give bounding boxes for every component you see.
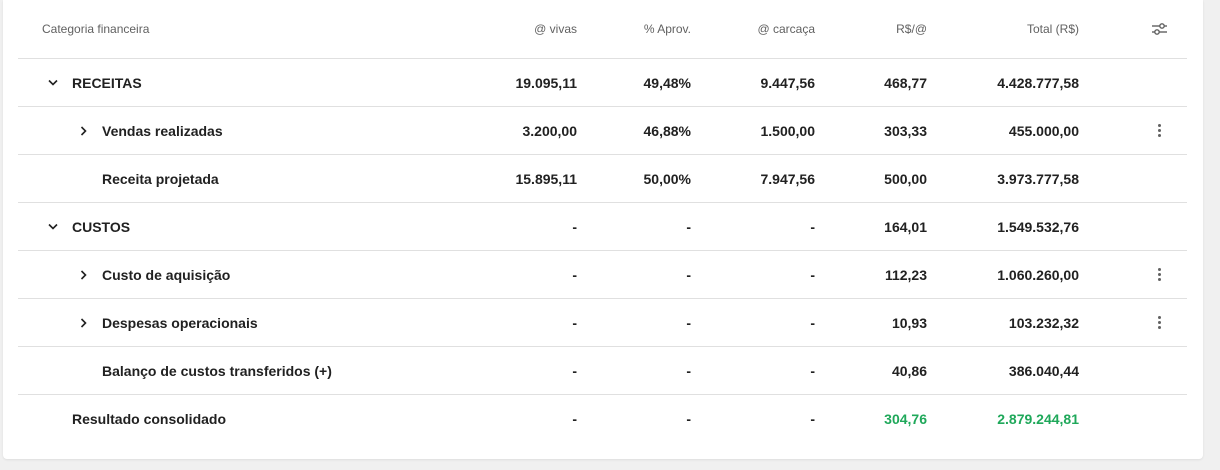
cell-aprov: 49,48%: [643, 74, 691, 91]
cell-carcaca: 7.947,56: [760, 170, 816, 187]
cell-total: 455.000,00: [1008, 122, 1079, 139]
cell-carcaca: -: [810, 218, 815, 235]
row-label: Despesas operacionais: [102, 314, 258, 331]
cell-carcaca: 9.447,56: [760, 74, 816, 91]
cell-vivas: -: [572, 218, 577, 235]
cell-aprov: -: [686, 362, 691, 379]
cell-vivas: -: [572, 411, 577, 427]
row-more-button[interactable]: [1151, 299, 1167, 346]
chevron-right-icon[interactable]: [75, 107, 91, 154]
row-more-button[interactable]: [1151, 251, 1167, 298]
chevron-down-icon[interactable]: [45, 59, 61, 106]
row-label: Balanço de custos transferidos (+): [102, 362, 332, 379]
cell-total: 1.060.260,00: [997, 266, 1079, 283]
cell-rs-arroba: 10,93: [891, 314, 927, 331]
cell-rs-arroba: 468,77: [884, 74, 927, 91]
cell-vivas: 3.200,00: [522, 122, 578, 139]
cell-total: 103.232,32: [1008, 314, 1079, 331]
cell-vivas: 15.895,11: [515, 170, 577, 187]
cell-aprov: -: [686, 266, 691, 283]
chevron-right-icon[interactable]: [75, 251, 91, 298]
more-vertical-icon: [1157, 268, 1161, 281]
cell-aprov: -: [686, 218, 691, 235]
cell-total: 2.879.244,81: [997, 411, 1079, 427]
cell-total: 3.973.777,58: [997, 170, 1079, 187]
cell-vivas: -: [572, 362, 577, 379]
row-label: RECEITAS: [72, 74, 142, 91]
financial-table-card: Categoria financeira @ vivas % Aprov. @ …: [3, 0, 1203, 459]
table-row-despesas-operacionais[interactable]: Despesas operacionais - - - 10,93 103.23…: [18, 299, 1187, 347]
column-settings-button[interactable]: [1150, 0, 1168, 58]
cell-rs-arroba: 112,23: [884, 266, 927, 283]
row-label: CUSTOS: [72, 218, 131, 235]
cell-aprov: 46,88%: [643, 122, 691, 139]
column-header-carcaca: @ carcaça: [757, 22, 815, 36]
more-vertical-icon: [1157, 316, 1161, 329]
financial-table: Categoria financeira @ vivas % Aprov. @ …: [18, 0, 1187, 443]
cell-vivas: -: [572, 266, 577, 283]
column-header-aprov: % Aprov.: [643, 22, 691, 36]
table-row-custos[interactable]: CUSTOS - - - 164,01 1.549.532,76: [18, 203, 1187, 251]
cell-rs-arroba: 303,33: [884, 122, 927, 139]
table-row-receitas[interactable]: RECEITAS 19.095,11 49,48% 9.447,56 468,7…: [18, 59, 1187, 107]
cell-carcaca: -: [810, 266, 815, 283]
table-header: Categoria financeira @ vivas % Aprov. @ …: [18, 0, 1187, 59]
row-label: Custo de aquisição: [102, 266, 231, 283]
more-vertical-icon: [1157, 124, 1161, 137]
cell-vivas: -: [572, 314, 577, 331]
cell-rs-arroba: 40,86: [891, 362, 927, 379]
table-row-balanco-custos: Balanço de custos transferidos (+) - - -…: [18, 347, 1187, 395]
cell-aprov: -: [686, 411, 691, 427]
cell-total: 386.040,44: [1008, 362, 1079, 379]
column-header-vivas: @ vivas: [534, 22, 577, 36]
chevron-down-icon[interactable]: [45, 203, 61, 250]
cell-aprov: -: [686, 314, 691, 331]
cell-rs-arroba: 304,76: [884, 411, 927, 427]
column-header-rs-arroba: R$/@: [896, 22, 927, 36]
cell-vivas: 19.095,11: [515, 74, 577, 91]
column-header-categoria: Categoria financeira: [42, 22, 150, 36]
cell-rs-arroba: 164,01: [884, 218, 927, 235]
table-row-vendas-realizadas[interactable]: Vendas realizadas 3.200,00 46,88% 1.500,…: [18, 107, 1187, 155]
cell-aprov: 50,00%: [643, 170, 691, 187]
table-row-resultado-consolidado: Resultado consolidado - - - 304,76 2.879…: [18, 395, 1187, 443]
cell-total: 1.549.532,76: [997, 218, 1079, 235]
cell-rs-arroba: 500,00: [884, 170, 927, 187]
cell-total: 4.428.777,58: [997, 74, 1079, 91]
row-label: Vendas realizadas: [102, 122, 223, 139]
table-row-receita-projetada: Receita projetada 15.895,11 50,00% 7.947…: [18, 155, 1187, 203]
cell-carcaca: -: [810, 362, 815, 379]
sliders-icon: [1151, 23, 1167, 35]
cell-carcaca: 1.500,00: [760, 122, 816, 139]
row-label: Receita projetada: [102, 170, 219, 187]
row-more-button[interactable]: [1151, 107, 1167, 154]
table-row-custo-aquisicao[interactable]: Custo de aquisição - - - 112,23 1.060.26…: [18, 251, 1187, 299]
column-header-total: Total (R$): [1026, 22, 1079, 36]
cell-carcaca: -: [810, 411, 815, 427]
cell-carcaca: -: [810, 314, 815, 331]
chevron-right-icon[interactable]: [75, 299, 91, 346]
row-label: Resultado consolidado: [72, 411, 227, 427]
